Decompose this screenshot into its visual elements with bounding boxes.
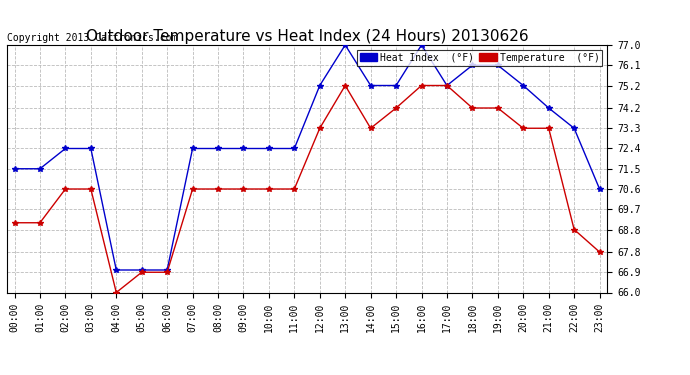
Temperature  (°F) bbox=[61, 187, 70, 191]
Temperature  (°F) bbox=[137, 270, 146, 274]
Title: Outdoor Temperature vs Heat Index (24 Hours) 20130626: Outdoor Temperature vs Heat Index (24 Ho… bbox=[86, 29, 529, 44]
Heat Index  (°F) bbox=[10, 166, 19, 171]
Temperature  (°F) bbox=[595, 250, 604, 254]
Temperature  (°F) bbox=[265, 187, 273, 191]
Heat Index  (°F) bbox=[341, 43, 349, 47]
Heat Index  (°F) bbox=[519, 83, 527, 88]
Heat Index  (°F) bbox=[239, 146, 248, 151]
Temperature  (°F) bbox=[214, 187, 222, 191]
Temperature  (°F) bbox=[392, 106, 400, 110]
Temperature  (°F) bbox=[493, 106, 502, 110]
Heat Index  (°F) bbox=[392, 83, 400, 88]
Temperature  (°F) bbox=[36, 220, 44, 225]
Heat Index  (°F) bbox=[595, 187, 604, 191]
Temperature  (°F) bbox=[87, 187, 95, 191]
Temperature  (°F) bbox=[188, 187, 197, 191]
Heat Index  (°F) bbox=[290, 146, 299, 151]
Temperature  (°F) bbox=[519, 126, 527, 130]
Heat Index  (°F) bbox=[544, 106, 553, 110]
Temperature  (°F) bbox=[112, 290, 121, 295]
Heat Index  (°F) bbox=[570, 126, 578, 130]
Heat Index  (°F) bbox=[315, 83, 324, 88]
Temperature  (°F) bbox=[544, 126, 553, 130]
Heat Index  (°F) bbox=[366, 83, 375, 88]
Text: Copyright 2013 Cartronics.com: Copyright 2013 Cartronics.com bbox=[7, 33, 177, 42]
Temperature  (°F) bbox=[417, 83, 426, 88]
Heat Index  (°F) bbox=[36, 166, 44, 171]
Temperature  (°F) bbox=[163, 270, 171, 274]
Heat Index  (°F) bbox=[493, 63, 502, 68]
Temperature  (°F) bbox=[443, 83, 451, 88]
Heat Index  (°F) bbox=[61, 146, 70, 151]
Line: Heat Index  (°F): Heat Index (°F) bbox=[12, 42, 602, 273]
Heat Index  (°F) bbox=[137, 268, 146, 272]
Heat Index  (°F) bbox=[443, 83, 451, 88]
Temperature  (°F) bbox=[341, 83, 349, 88]
Temperature  (°F) bbox=[315, 126, 324, 130]
Temperature  (°F) bbox=[290, 187, 299, 191]
Temperature  (°F) bbox=[239, 187, 248, 191]
Heat Index  (°F) bbox=[87, 146, 95, 151]
Temperature  (°F) bbox=[469, 106, 477, 110]
Line: Temperature  (°F): Temperature (°F) bbox=[12, 83, 602, 295]
Legend: Heat Index  (°F), Temperature  (°F): Heat Index (°F), Temperature (°F) bbox=[357, 50, 602, 66]
Heat Index  (°F) bbox=[265, 146, 273, 151]
Heat Index  (°F) bbox=[417, 43, 426, 47]
Temperature  (°F) bbox=[570, 227, 578, 232]
Temperature  (°F) bbox=[366, 126, 375, 130]
Heat Index  (°F) bbox=[188, 146, 197, 151]
Heat Index  (°F) bbox=[469, 63, 477, 68]
Heat Index  (°F) bbox=[163, 268, 171, 272]
Heat Index  (°F) bbox=[112, 268, 121, 272]
Temperature  (°F) bbox=[10, 220, 19, 225]
Heat Index  (°F) bbox=[214, 146, 222, 151]
